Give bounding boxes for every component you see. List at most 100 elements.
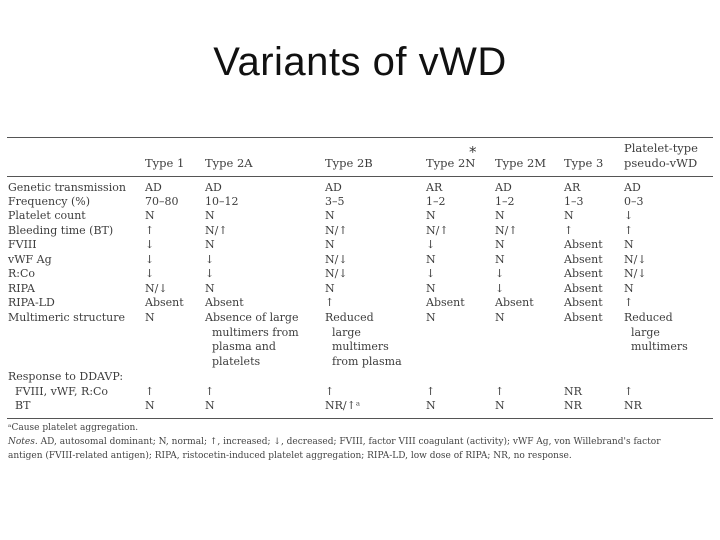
table-cell: N/↓ (145, 282, 168, 295)
table-cell: ↑ (325, 296, 335, 309)
table-cell: Absence of large multimers from plasma a… (205, 311, 299, 368)
row-label: BT (8, 399, 31, 412)
table-cell: N (426, 253, 436, 266)
table-cell: N (426, 399, 436, 412)
table-cell: ↓ (495, 267, 505, 280)
table-cell: ↓ (205, 253, 215, 266)
table-cell: N/↓ (624, 267, 647, 280)
table-cell: N (495, 238, 505, 251)
notes-label: Notes. (8, 437, 38, 447)
table-top-rule (7, 137, 713, 138)
table-cell: 70–80 (145, 195, 179, 208)
row-label: FVIII, vWF, R:Co (8, 385, 109, 398)
table-cell: ↓ (426, 238, 436, 251)
table-cell: N (205, 209, 215, 222)
table-cell: 10–12 (205, 195, 239, 208)
table-cell: 1–2 (495, 195, 515, 208)
column-header: Type 2M (495, 156, 547, 170)
row-label: Multimeric structure (8, 311, 126, 324)
row-label: RIPA-LD (8, 296, 55, 309)
table-cell: N/↓ (624, 253, 647, 266)
table-cell: ↑ (426, 385, 436, 398)
table-cell: AD (205, 181, 222, 194)
table-cell: N (325, 282, 335, 295)
table-cell: NR (564, 385, 582, 398)
table-cell: Absent (564, 238, 603, 251)
row-label: vWF Ag (8, 253, 52, 266)
row-label: Response to DDAVP: (8, 370, 124, 383)
table-cell: N/↑ (205, 224, 228, 237)
table-cell: N (426, 311, 436, 324)
row-label: RIPA (8, 282, 35, 295)
table-cell: N (624, 238, 634, 251)
table-cell: ↑ (145, 224, 155, 237)
table-notes-line-2: antigen (FVIII-related antigen); RIPA, r… (8, 451, 572, 461)
column-header: Type 2A (205, 156, 253, 170)
table-cell: ↑ (325, 385, 335, 398)
row-label: Platelet count (8, 209, 86, 222)
table-cell: ↑ (624, 224, 634, 237)
table-cell: 3–5 (325, 195, 345, 208)
table-cell: N (426, 209, 436, 222)
table-cell: ↓ (145, 253, 155, 266)
row-label: R:Co (8, 267, 36, 280)
table-header-rule (7, 176, 713, 177)
table-cell: 1–2 (426, 195, 446, 208)
table-cell: N (495, 209, 505, 222)
table-cell: N (325, 238, 335, 251)
table-cell: Absent (564, 267, 603, 280)
table-cell: AD (145, 181, 162, 194)
table-cell: AR (564, 181, 581, 194)
table-cell: NR (624, 399, 642, 412)
table-cell: Absent (564, 282, 603, 295)
column-header: Type 1 (145, 156, 185, 170)
table-cell: ↑ (564, 224, 574, 237)
table-notes-line-1: Notes. AD, autosomal dominant; N, normal… (8, 437, 661, 447)
table-cell: ↑ (205, 385, 215, 398)
table-cell: ↓ (426, 267, 436, 280)
table-cell: ↑ (624, 385, 634, 398)
table-cell: NR (564, 399, 582, 412)
table-cell: N/↑ (325, 224, 348, 237)
table-bottom-rule (7, 418, 713, 419)
table-cell: N/↓ (325, 253, 348, 266)
table-cell: N (205, 399, 215, 412)
table-cell: AD (495, 181, 512, 194)
table-cell: N (205, 282, 215, 295)
table-cell: ↓ (145, 238, 155, 251)
table-cell: AD (624, 181, 641, 194)
table-cell: N (426, 282, 436, 295)
table-cell: 0–3 (624, 195, 644, 208)
table-cell: N (495, 311, 505, 324)
table-cell: ↓ (495, 282, 505, 295)
table-cell: ↑ (495, 385, 505, 398)
table-cell: N (325, 209, 335, 222)
table-cell: ↑ (624, 296, 634, 309)
column-header: Type 2N (426, 156, 476, 170)
table-cell: N/↑ (495, 224, 518, 237)
row-label: FVIII (8, 238, 37, 251)
table-cell: NR/↑ᵃ (325, 399, 361, 412)
table-cell: 1–3 (564, 195, 584, 208)
column-header: Platelet-type pseudo-vWD (624, 141, 698, 170)
column-header: Type 3 (564, 156, 604, 170)
table-cell: Absent (495, 296, 534, 309)
table-cell: Absent (564, 311, 603, 324)
table-cell: Absent (426, 296, 465, 309)
table-cell: ↓ (145, 267, 155, 280)
table-cell: Absent (564, 296, 603, 309)
table-cell: N (205, 238, 215, 251)
table-cell: N (495, 399, 505, 412)
table-cell: Absent (145, 296, 184, 309)
table-cell: N/↑ (426, 224, 449, 237)
slide-title: Variants of vWD (213, 40, 507, 84)
table-cell: N (564, 209, 574, 222)
handwritten-asterisk: * (469, 143, 477, 161)
column-header: Type 2B (325, 156, 373, 170)
table-cell: ↑ (145, 385, 155, 398)
table-cell: ↓ (624, 209, 634, 222)
table-cell: AD (325, 181, 342, 194)
notes-text-1: AD, autosomal dominant; N, normal; ↑, in… (37, 437, 661, 447)
table-cell: N (145, 399, 155, 412)
table-cell: Reduced large multimers from plasma (325, 311, 402, 368)
